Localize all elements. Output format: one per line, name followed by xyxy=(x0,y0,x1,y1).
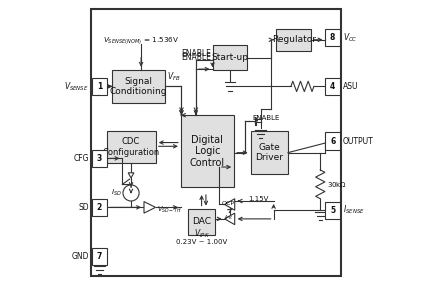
Bar xyxy=(325,132,340,150)
Text: 3: 3 xyxy=(97,154,102,163)
Text: OCP: OCP xyxy=(222,201,235,206)
Bar xyxy=(213,45,247,70)
Bar xyxy=(325,29,340,46)
Text: Gate
Driver: Gate Driver xyxy=(255,143,283,162)
Text: Signal
Conditioning: Signal Conditioning xyxy=(109,77,167,96)
Bar xyxy=(92,199,107,216)
Text: $V_{SENSE}$: $V_{SENSE}$ xyxy=(64,80,89,93)
Bar xyxy=(325,202,340,219)
Bar xyxy=(92,78,107,95)
Text: $V_{CC}$: $V_{CC}$ xyxy=(343,31,358,44)
Text: DAC: DAC xyxy=(192,217,211,226)
Text: 30k$\Omega$: 30k$\Omega$ xyxy=(327,180,347,189)
Text: Regulator: Regulator xyxy=(272,35,316,44)
Text: 4: 4 xyxy=(330,82,335,91)
Bar xyxy=(91,9,341,276)
Text: ENABLE: ENABLE xyxy=(181,53,211,62)
Text: SD: SD xyxy=(78,203,89,212)
Text: CFG: CFG xyxy=(73,154,89,163)
Polygon shape xyxy=(225,199,235,210)
Text: 1.15V: 1.15V xyxy=(248,196,269,202)
Polygon shape xyxy=(144,202,156,213)
Bar xyxy=(251,131,288,174)
Text: Digital
Logic
Control: Digital Logic Control xyxy=(190,134,225,168)
Text: ENABLE: ENABLE xyxy=(181,49,211,58)
Text: $I_{SENSE}$: $I_{SENSE}$ xyxy=(343,204,365,217)
Polygon shape xyxy=(128,173,134,178)
Text: GND: GND xyxy=(71,252,89,261)
Text: $V_{FB}$: $V_{FB}$ xyxy=(167,71,180,83)
Text: $I_{SD}$: $I_{SD}$ xyxy=(111,188,121,198)
Text: $V_{SD-TH}$: $V_{SD-TH}$ xyxy=(157,204,182,215)
Bar xyxy=(107,131,156,163)
Text: 8: 8 xyxy=(330,33,335,42)
Bar xyxy=(181,115,234,187)
Text: $I_{PK}$: $I_{PK}$ xyxy=(224,213,233,222)
Bar xyxy=(111,70,165,103)
Text: ENABLE: ENABLE xyxy=(252,115,280,121)
Text: $V_{SENSE(NOM)}$ = 1.536V: $V_{SENSE(NOM)}$ = 1.536V xyxy=(103,35,179,46)
Text: 2: 2 xyxy=(97,203,102,212)
Text: 7: 7 xyxy=(97,252,102,261)
Bar xyxy=(276,29,311,51)
Text: ASU: ASU xyxy=(343,82,359,91)
Text: 1: 1 xyxy=(97,82,102,91)
Text: 0.23V ~ 1.00V: 0.23V ~ 1.00V xyxy=(176,239,227,245)
Text: $V_{IPK}$: $V_{IPK}$ xyxy=(194,227,210,240)
Text: CDC
Configuration: CDC Configuration xyxy=(102,137,160,157)
Bar xyxy=(92,248,107,265)
Text: Start-up: Start-up xyxy=(211,53,248,62)
Bar xyxy=(92,150,107,167)
Text: 5: 5 xyxy=(330,206,335,215)
Polygon shape xyxy=(225,213,235,225)
Bar xyxy=(188,209,215,235)
Text: OUTPUT: OUTPUT xyxy=(343,137,374,146)
Bar xyxy=(325,78,340,95)
Text: 6: 6 xyxy=(330,137,335,146)
